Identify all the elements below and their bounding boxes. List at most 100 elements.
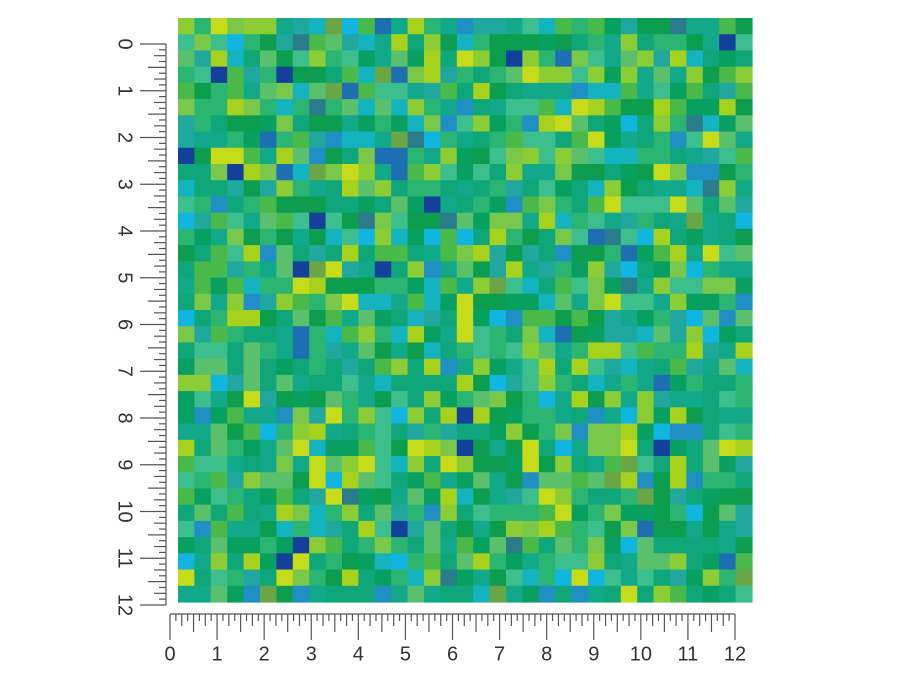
- mosaic-tile: [424, 456, 441, 473]
- mosaic-tile: [260, 488, 277, 506]
- mosaic-tile: [686, 212, 704, 230]
- mosaic-tile: [620, 228, 638, 246]
- mosaic-tile: [407, 520, 425, 538]
- mosaic-tile: [538, 277, 556, 295]
- mosaic-tile: [374, 196, 392, 214]
- mosaic-tile: [555, 147, 573, 165]
- mosaic-tile: [653, 99, 671, 116]
- mosaic-tile: [178, 569, 195, 587]
- mosaic-tile: [276, 456, 294, 473]
- mosaic-tile: [374, 504, 392, 522]
- mosaic-tile: [456, 342, 474, 360]
- mosaic-tile: [424, 245, 441, 262]
- mosaic-tile: [719, 18, 737, 35]
- mosaic-tile: [358, 99, 376, 116]
- mosaic-tile: [391, 342, 409, 360]
- mosaic-tile: [325, 196, 343, 214]
- mosaic-tile: [407, 261, 425, 279]
- mosaic-tile: [670, 391, 687, 408]
- mosaic-tile: [522, 277, 540, 295]
- mosaic-tile: [391, 277, 409, 295]
- mosaic-tile: [210, 504, 228, 522]
- mosaic-tile: [292, 407, 310, 425]
- mosaic-tile: [735, 131, 753, 149]
- mosaic-tile: [620, 569, 638, 587]
- mosaic-tile: [358, 82, 376, 100]
- mosaic-tile: [555, 164, 573, 181]
- mosaic-tile: [276, 391, 294, 408]
- mosaic-tile: [702, 326, 720, 344]
- mosaic-tile: [653, 423, 671, 441]
- mosaic-tile: [456, 180, 474, 198]
- mosaic-tile: [292, 18, 310, 35]
- mosaic-tile: [489, 585, 507, 603]
- mosaic-tile: [210, 391, 228, 408]
- mosaic-tile: [670, 164, 687, 181]
- mosaic-tile: [374, 228, 392, 246]
- mosaic-tile: [456, 326, 474, 344]
- mosaic-tile: [588, 504, 605, 522]
- mosaic-tile: [243, 261, 261, 279]
- mosaic-tile: [571, 164, 589, 181]
- mosaic-tile: [719, 131, 737, 149]
- mosaic-tile: [260, 310, 277, 327]
- mosaic-tile: [702, 164, 720, 181]
- mosaic-tile: [292, 585, 310, 603]
- mosaic-tile: [473, 147, 491, 165]
- mosaic-tile: [178, 34, 195, 52]
- mosaic-tile: [260, 245, 277, 262]
- mosaic-tile: [276, 407, 294, 425]
- mosaic-tile: [555, 50, 573, 68]
- mosaic-tile: [637, 293, 655, 311]
- mosaic-tile: [424, 99, 441, 116]
- mosaic-tile: [489, 261, 507, 279]
- mosaic-tile: [358, 50, 376, 68]
- mosaic-tile: [424, 131, 441, 149]
- mosaic-tile: [702, 423, 720, 441]
- mosaic-tile: [473, 66, 491, 84]
- mosaic-tile: [309, 439, 327, 457]
- mosaic-tile: [292, 34, 310, 52]
- mosaic-tile: [571, 488, 589, 506]
- mosaic-tile: [342, 342, 359, 360]
- mosaic-tile: [194, 245, 212, 262]
- mosaic-tile: [210, 310, 228, 327]
- mosaic-tile: [440, 569, 458, 587]
- mosaic-tile: [292, 537, 310, 554]
- mosaic-tile: [210, 34, 228, 52]
- mosaic-tile: [194, 131, 212, 149]
- mosaic-tile: [571, 180, 589, 198]
- mosaic-tile: [407, 277, 425, 295]
- mosaic-tile: [456, 293, 474, 311]
- mosaic-tile: [227, 423, 245, 441]
- mosaic-tile: [604, 99, 622, 116]
- mosaic-tile: [670, 537, 687, 554]
- mosaic-tile: [210, 50, 228, 68]
- mosaic-tile: [358, 585, 376, 603]
- mosaic-tile: [538, 180, 556, 198]
- mosaic-tile: [178, 472, 195, 490]
- mosaic-tile: [571, 310, 589, 327]
- mosaic-tile: [588, 488, 605, 506]
- mosaic-tile: [358, 180, 376, 198]
- mosaic-tile: [456, 131, 474, 149]
- mosaic-tile: [538, 99, 556, 116]
- mosaic-tile: [194, 277, 212, 295]
- mosaic-tile: [555, 472, 573, 490]
- mosaic-tile: [342, 131, 359, 149]
- mosaic-tile: [342, 439, 359, 457]
- mosaic-tile: [194, 585, 212, 603]
- mosaic-tile: [588, 196, 605, 214]
- mosaic-tile: [538, 520, 556, 538]
- mosaic-tile: [538, 293, 556, 311]
- mosaic-tile: [342, 520, 359, 538]
- mosaic-tile: [637, 407, 655, 425]
- mosaic-tile: [489, 196, 507, 214]
- mosaic-tile: [227, 391, 245, 408]
- mosaic-tile: [194, 82, 212, 100]
- mosaic-tile: [456, 488, 474, 506]
- mosaic-tile: [538, 228, 556, 246]
- mosaic-tile: [456, 520, 474, 538]
- mosaic-tile: [424, 439, 441, 457]
- mosaic-tile: [538, 245, 556, 262]
